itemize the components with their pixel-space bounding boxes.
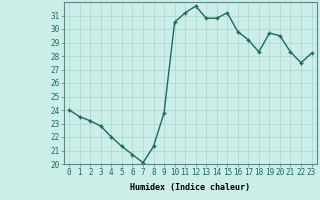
X-axis label: Humidex (Indice chaleur): Humidex (Indice chaleur) xyxy=(131,183,251,192)
